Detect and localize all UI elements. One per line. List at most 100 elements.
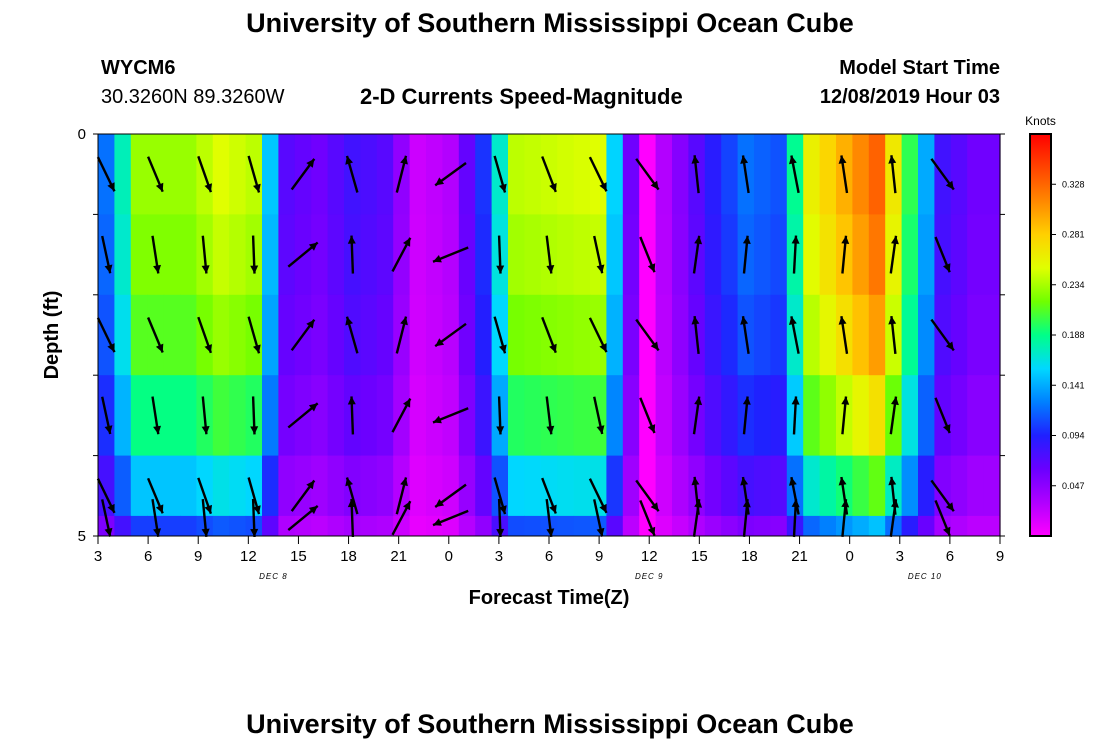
x-tick-label: 15 [290, 548, 307, 565]
x-tick-label: 6 [144, 548, 152, 565]
heatmap-cell [688, 455, 706, 517]
heatmap-cell [376, 294, 394, 376]
x-tick-label: 9 [996, 548, 1004, 565]
heatmap-cell [901, 375, 919, 456]
heatmap-cell [360, 214, 378, 296]
heatmap-cell [737, 455, 755, 517]
heatmap-cell [557, 515, 575, 537]
heatmap-cell [803, 455, 821, 517]
heatmap-cell [212, 515, 230, 537]
heatmap-cell [130, 515, 148, 537]
heatmap-cell [868, 214, 886, 296]
current-vector [691, 155, 700, 194]
colorbar-unit: Knots [1025, 114, 1056, 128]
heatmap-cell [114, 375, 132, 456]
colorbar-tick-label: 0.094 [1062, 431, 1085, 441]
heatmap-cell [721, 515, 739, 537]
heatmap-cell [426, 455, 443, 517]
current-vector [841, 498, 850, 538]
heatmap-cell [212, 375, 230, 456]
current-vector [347, 396, 356, 435]
current-vector [201, 396, 210, 435]
heatmap-cell [426, 375, 443, 456]
heatmap-cell [180, 134, 197, 215]
heatmap-cell [262, 515, 279, 537]
heatmap-cell [360, 455, 378, 517]
model-start-label: Model Start Time [839, 57, 1000, 79]
current-vector [635, 158, 660, 191]
heatmap-cell [672, 134, 689, 215]
heatmap-cell [672, 214, 689, 296]
colorbar: Knots 0.328 0.281 0.234 0.188 0.141 0.094 0.047 [1025, 114, 1085, 537]
y-tick-label: 0 [78, 126, 86, 143]
heatmap-cell [524, 515, 542, 537]
heatmap-cell [803, 515, 821, 537]
heatmap-cell [229, 134, 247, 215]
current-vector [791, 498, 800, 538]
heatmap-cell [376, 515, 394, 537]
heatmap-cell [393, 515, 411, 537]
heatmap-cell [852, 515, 870, 537]
heatmap-cell [983, 134, 1001, 215]
heatmap-cell [655, 375, 673, 456]
heatmap-cell [458, 515, 476, 537]
heatmap-cell [262, 134, 279, 215]
heatmap-cell [770, 134, 788, 215]
heatmap-cell [409, 294, 427, 376]
x-tick-label: 9 [595, 548, 603, 565]
heatmap-cell [983, 214, 1001, 296]
heatmap-cell [885, 455, 903, 517]
heatmap-cell [196, 455, 214, 517]
current-vector [247, 477, 261, 515]
heatmap-cell [573, 455, 591, 517]
heatmap-cell [721, 375, 739, 456]
current-vector [588, 156, 608, 192]
heatmap-cell [901, 294, 919, 376]
current-vector [201, 498, 210, 538]
heatmap-cell [212, 294, 230, 376]
heatmap-cell [163, 294, 181, 376]
heatmap-cell [180, 214, 197, 296]
heatmap-cell [245, 455, 263, 517]
heatmap-cell [540, 455, 558, 517]
heatmap-cell [803, 214, 821, 296]
heatmap-cell [868, 515, 886, 537]
current-vector [545, 235, 555, 274]
heatmap-cell [868, 134, 886, 215]
current-vector [791, 235, 800, 274]
heatmap-cell [262, 214, 279, 296]
current-vector [740, 316, 750, 354]
current-vector [391, 398, 412, 433]
heatmap-cell [426, 515, 443, 537]
heatmap-cell [163, 214, 181, 296]
heatmap-cell [524, 214, 542, 296]
heatmap-cell [262, 294, 279, 376]
heatmap-cell [376, 375, 394, 456]
x-axis-ticks: 3 6 9 12 15 18 21 0 3 6 9 12 15 18 21 0 3 6 9 [94, 536, 1004, 565]
current-vector [287, 402, 319, 429]
heatmap-cell [819, 455, 837, 517]
current-vector [290, 158, 316, 191]
heatmap-cell [475, 294, 493, 376]
current-vectors [96, 155, 955, 538]
current-vector [742, 396, 751, 435]
heatmap-cell [163, 134, 181, 215]
currents-heatmap-chart: 3 6 9 12 15 18 21 0 3 6 9 12 15 18 21 0 3 6 9 05 DEC 8 DEC … [41, 114, 1085, 609]
x-tick-label: 12 [240, 548, 257, 565]
heatmap-cell [770, 515, 788, 537]
current-vector [930, 158, 955, 191]
heatmap-cell [622, 214, 640, 296]
current-vector [395, 155, 408, 193]
heatmap-cell [130, 375, 148, 456]
heatmap-cell [770, 455, 788, 517]
heatmap-cell [426, 294, 443, 376]
heatmap-cell [622, 515, 640, 537]
current-vector [432, 509, 469, 527]
model-start-value: 12/08/2019 Hour 03 [819, 86, 1000, 108]
heatmap-cell [819, 134, 837, 215]
heatmap-cell [819, 375, 837, 456]
current-vector [934, 397, 951, 434]
heatmap-cell [278, 375, 296, 456]
heatmap-cell [901, 455, 919, 517]
heatmap-cell [458, 455, 476, 517]
